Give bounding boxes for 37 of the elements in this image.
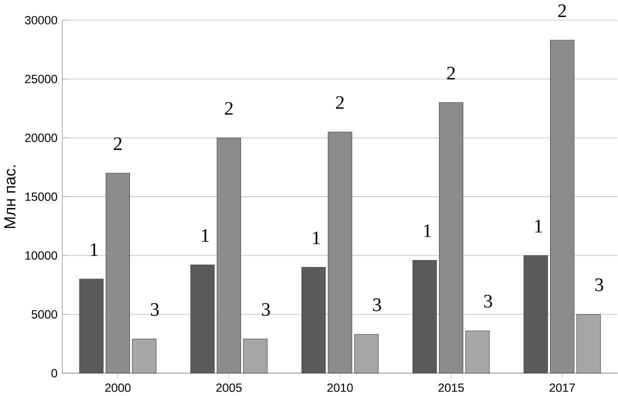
bar [412, 260, 437, 374]
series-label: 3 [373, 298, 381, 312]
text: 3 [262, 302, 270, 316]
y-axis-title: Млн пас. [4, 165, 16, 228]
text: 1 [424, 224, 431, 237]
x-tick-label: 2000 [105, 383, 131, 392]
text: 3 [150, 302, 159, 316]
y-tick-label: 30000 [24, 16, 58, 24]
x-tick-label: 2015 [438, 383, 464, 392]
text: 3 [595, 278, 604, 292]
bar [190, 264, 215, 374]
bar [354, 334, 379, 374]
series-label: 2 [558, 4, 566, 17]
x-tick-label: 2005 [216, 383, 242, 392]
text: 2 [447, 66, 455, 80]
text: 1 [535, 220, 542, 232]
series-label: 1 [90, 243, 98, 256]
y-tick-label: 20000 [25, 133, 58, 142]
y-tick-label: 25000 [25, 74, 58, 84]
y-tick-label: 10000 [25, 251, 58, 260]
x-tick-label: 2010 [327, 383, 353, 392]
text: 1 [313, 231, 320, 244]
y-tick-label: 0 [51, 368, 58, 378]
y-tick-label: 5000 [32, 310, 58, 318]
text: 3 [484, 294, 492, 308]
bar [301, 266, 326, 374]
x-tick-label: 2017 [550, 383, 575, 392]
bar [465, 330, 490, 374]
bar [132, 338, 156, 374]
y-tick-label: 15000 [25, 192, 58, 201]
text: 2 [114, 137, 122, 150]
text: 2 [224, 102, 233, 115]
text: 2 [336, 96, 344, 109]
bar [79, 278, 104, 374]
bar [524, 255, 548, 374]
bar [243, 338, 268, 374]
text: 1 [202, 229, 209, 242]
